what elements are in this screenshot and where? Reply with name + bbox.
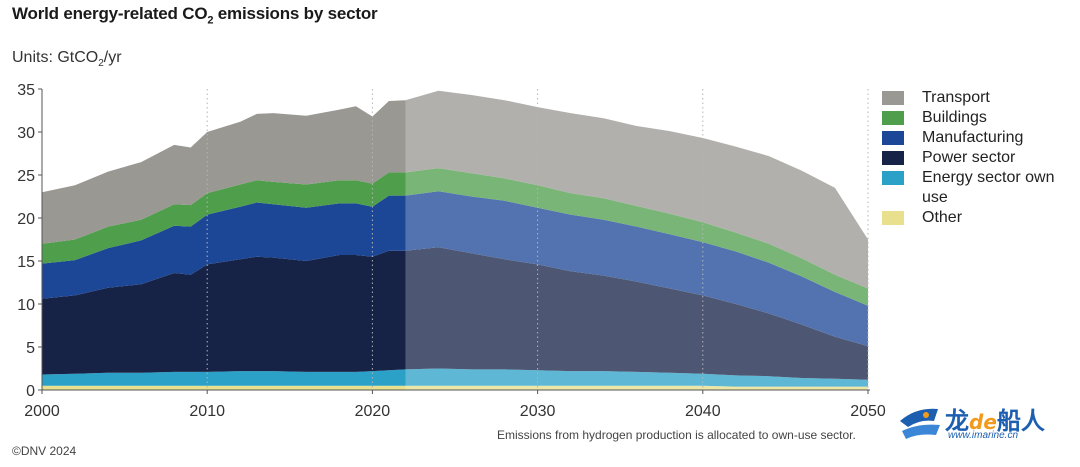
legend-swatch	[882, 171, 904, 185]
legend-item: Other	[882, 208, 1062, 228]
copyright: ©DNV 2024	[12, 444, 77, 458]
legend-item: Transport	[882, 88, 1062, 108]
watermark-logo: 龙de船人 www.imarine.cn	[898, 399, 1068, 445]
chart-legend: Transport Buildings Manufacturing Power sec…	[882, 88, 1062, 228]
x-tick-label-2040: 2040	[685, 403, 721, 420]
y-tick-label-20: 20	[17, 211, 35, 228]
y-tick-label-25: 25	[17, 168, 35, 185]
x-tick-label-2020: 2020	[355, 403, 391, 420]
x-tick-label-2010: 2010	[189, 403, 225, 420]
legend-item: Power sector	[882, 148, 1062, 168]
footnote: Emissions from hydrogen production is al…	[497, 428, 856, 442]
y-tick-label-0: 0	[26, 383, 35, 400]
y-tick-label-10: 10	[17, 297, 35, 314]
legend-swatch	[882, 91, 904, 105]
units-label: Units: GtCO2/yr	[12, 49, 122, 70]
area-other	[42, 385, 868, 390]
legend-item: Buildings	[882, 108, 1062, 128]
legend-swatch	[882, 131, 904, 145]
y-tick-label-5: 5	[26, 340, 35, 357]
legend-label: Energy sector own use	[922, 169, 1055, 206]
x-tick-label-2000: 2000	[24, 403, 60, 420]
legend-label: Power sector	[922, 149, 1016, 166]
y-tick-label-15: 15	[17, 254, 35, 271]
legend-item: Energy sector own use	[882, 168, 1062, 208]
chart-title: World energy-related CO2 emissions by se…	[12, 4, 378, 27]
area-manufacturing	[42, 191, 868, 347]
x-tick-label-2050: 2050	[850, 403, 886, 420]
forecast-shade	[405, 87, 870, 391]
legend-label: Buildings	[922, 109, 987, 126]
legend-swatch	[882, 111, 904, 125]
y-tick-label-35: 35	[17, 82, 35, 99]
ship-logo-icon	[900, 408, 940, 439]
area-buildings	[42, 168, 868, 306]
legend-swatch	[882, 211, 904, 225]
legend-swatch	[882, 151, 904, 165]
area-power-sector	[42, 247, 868, 380]
legend-label: Transport	[922, 89, 990, 106]
y-tick-label-30: 30	[17, 125, 35, 142]
legend-item: Manufacturing	[882, 128, 1062, 148]
area-transport	[42, 90, 868, 289]
legend-label: Other	[922, 209, 963, 226]
area-energy-sector-own-use	[42, 368, 868, 387]
legend-label: Manufacturing	[922, 129, 1024, 146]
x-tick-label-2030: 2030	[520, 403, 556, 420]
